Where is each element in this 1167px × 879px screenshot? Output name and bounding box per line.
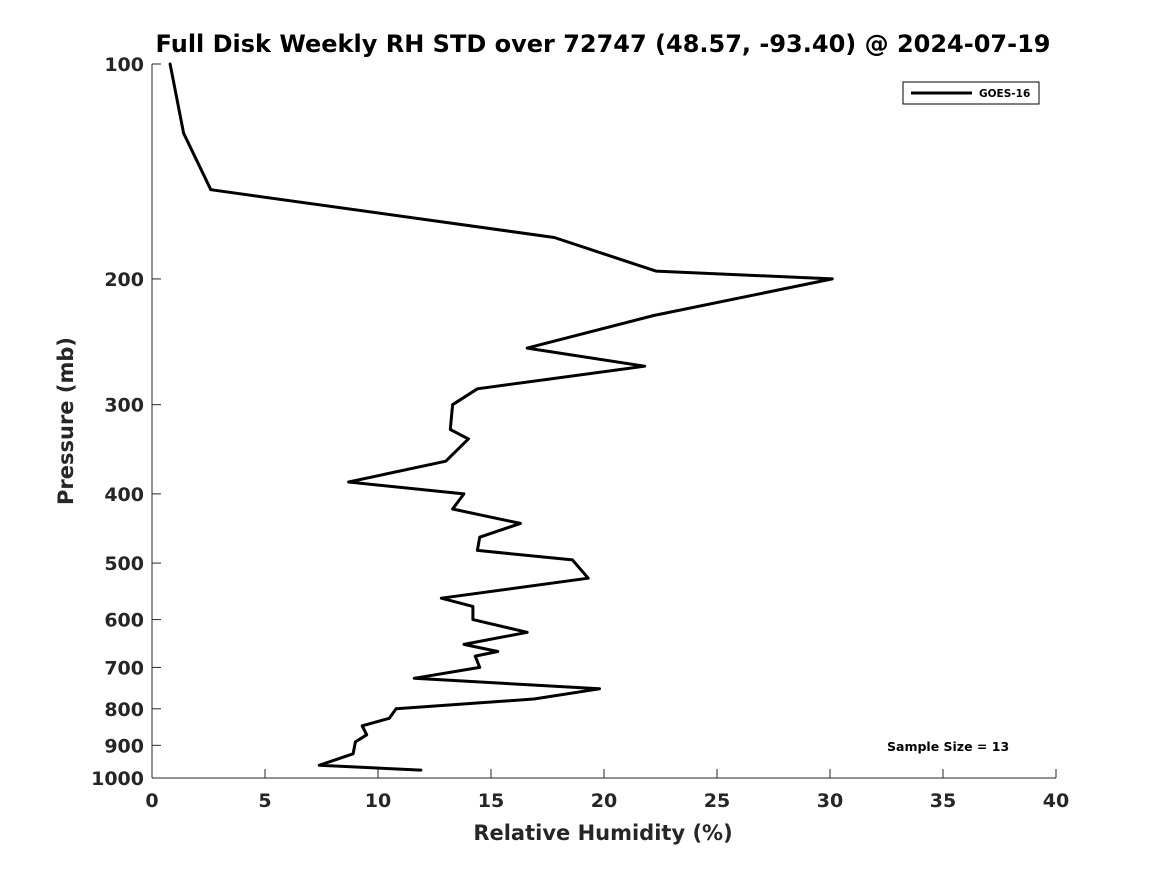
y-tick-label-700: 700 (104, 657, 144, 679)
y-tick-label-900: 900 (104, 735, 144, 757)
series-line-goes-16 (168, 62, 834, 772)
x-tick-label-15: 15 (478, 790, 504, 812)
x-tick-label-20: 20 (591, 790, 617, 812)
y-tick-label-100: 100 (104, 54, 144, 76)
x-axis-label: Relative Humidity (%) (473, 821, 732, 845)
x-tick-label-25: 25 (704, 790, 730, 812)
y-tick-label-300: 300 (104, 395, 144, 417)
x-tick-label-30: 30 (817, 790, 843, 812)
x-tick-label-5: 5 (258, 790, 271, 812)
y-axis-label: Pressure (mb) (54, 337, 78, 505)
y-tick-label-400: 400 (104, 484, 144, 506)
x-tick-label-0: 0 (145, 790, 158, 812)
y-tick-label-1000: 1000 (91, 768, 144, 790)
y-tick-label-600: 600 (104, 610, 144, 632)
legend-entry-goes-16: GOES-16 (979, 88, 1030, 100)
y-tick-label-500: 500 (104, 553, 144, 575)
y-tick-label-200: 200 (104, 269, 144, 291)
x-tick-label-40: 40 (1043, 790, 1069, 812)
x-tick-label-35: 35 (930, 790, 956, 812)
chart-title: Full Disk Weekly RH STD over 72747 (48.5… (156, 30, 1051, 58)
y-tick-label-800: 800 (104, 699, 144, 721)
sample-size-annotation: Sample Size = 13 (887, 739, 1009, 754)
x-tick-label-10: 10 (365, 790, 391, 812)
plot-area: 0 5 10 15 20 25 30 35 40 100 200 300 400 500 600 700 800… (91, 54, 1069, 812)
legend: GOES-16 (902, 81, 1040, 105)
